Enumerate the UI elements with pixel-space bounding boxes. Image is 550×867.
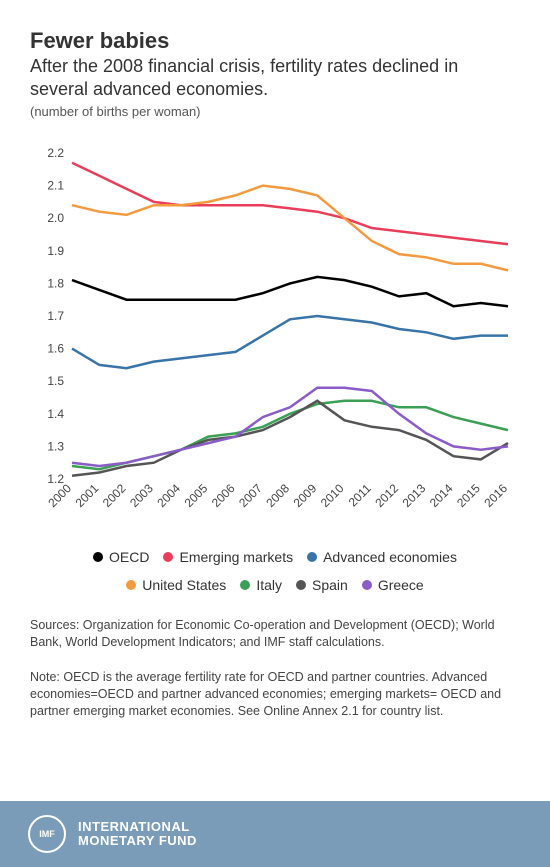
legend-item: Italy: [240, 571, 282, 599]
footer-org-name: INTERNATIONAL MONETARY FUND: [78, 820, 197, 847]
legend-label: United States: [142, 571, 226, 599]
legend-dot-icon: [307, 552, 317, 562]
y-axis-tick-label: 1.9: [47, 244, 64, 258]
y-axis-tick-label: 1.5: [47, 374, 64, 388]
legend-item: OECD: [93, 543, 149, 571]
y-axis-tick-label: 1.4: [47, 407, 64, 421]
legend-item: Greece: [362, 571, 424, 599]
legend-item: United States: [126, 571, 226, 599]
legend-dot-icon: [296, 580, 306, 590]
legend-item: Advanced economies: [307, 543, 457, 571]
legend-dot-icon: [240, 580, 250, 590]
x-axis-tick-label: 2004: [154, 481, 183, 510]
footer-banner: IMF INTERNATIONAL MONETARY FUND: [0, 801, 550, 867]
legend-label: Advanced economies: [323, 543, 457, 571]
chart-sources: Sources: Organization for Economic Co-op…: [30, 617, 520, 651]
legend-dot-icon: [163, 552, 173, 562]
x-axis-tick-label: 2010: [318, 481, 347, 510]
series-line: [72, 186, 508, 271]
legend-label: Emerging markets: [179, 543, 293, 571]
series-line: [72, 388, 508, 466]
x-axis-tick-label: 2012: [372, 481, 401, 510]
legend-dot-icon: [362, 580, 372, 590]
chart-legend: OECD Emerging markets Advanced economies Un…: [30, 543, 520, 599]
series-line: [72, 163, 508, 245]
x-axis-tick-label: 2006: [209, 481, 238, 510]
x-axis-tick-label: 2013: [400, 481, 429, 510]
y-axis-tick-label: 1.8: [47, 277, 64, 291]
y-axis-tick-label: 2.0: [47, 211, 64, 225]
x-axis-tick-label: 2011: [346, 481, 374, 509]
legend-dot-icon: [93, 552, 103, 562]
imf-logo-icon: IMF: [28, 815, 66, 853]
y-axis-tick-label: 1.7: [47, 309, 64, 323]
chart-title: Fewer babies: [30, 28, 520, 53]
x-axis-tick-label: 2009: [291, 481, 320, 510]
x-axis-tick-label: 2008: [263, 481, 292, 510]
y-axis-tick-label: 1.6: [47, 342, 64, 356]
legend-label: Spain: [312, 571, 348, 599]
x-axis-tick-label: 2015: [454, 481, 483, 510]
legend-label: Italy: [256, 571, 282, 599]
x-axis-tick-label: 2001: [73, 481, 102, 510]
y-axis-tick-label: 2.1: [47, 179, 64, 193]
x-axis-tick-label: 2005: [182, 481, 211, 510]
series-line: [72, 277, 508, 306]
chart-unit: (number of births per woman): [30, 104, 520, 119]
legend-label: Greece: [378, 571, 424, 599]
legend-item: Spain: [296, 571, 348, 599]
y-axis-tick-label: 1.3: [47, 440, 64, 454]
x-axis-tick-label: 2016: [481, 481, 510, 510]
x-axis-tick-label: 2007: [236, 481, 265, 510]
line-chart: 1.21.31.41.51.61.71.81.92.02.12.22000200…: [30, 143, 520, 533]
chart-subtitle: After the 2008 financial crisis, fertili…: [30, 55, 520, 100]
x-axis-tick-label: 2003: [127, 481, 156, 510]
y-axis-tick-label: 2.2: [47, 146, 64, 160]
legend-item: Emerging markets: [163, 543, 293, 571]
legend-dot-icon: [126, 580, 136, 590]
x-axis-tick-label: 2014: [427, 481, 456, 510]
x-axis-tick-label: 2002: [100, 481, 129, 510]
series-line: [72, 316, 508, 368]
chart-note: Note: OECD is the average fertility rate…: [30, 669, 520, 720]
legend-label: OECD: [109, 543, 149, 571]
